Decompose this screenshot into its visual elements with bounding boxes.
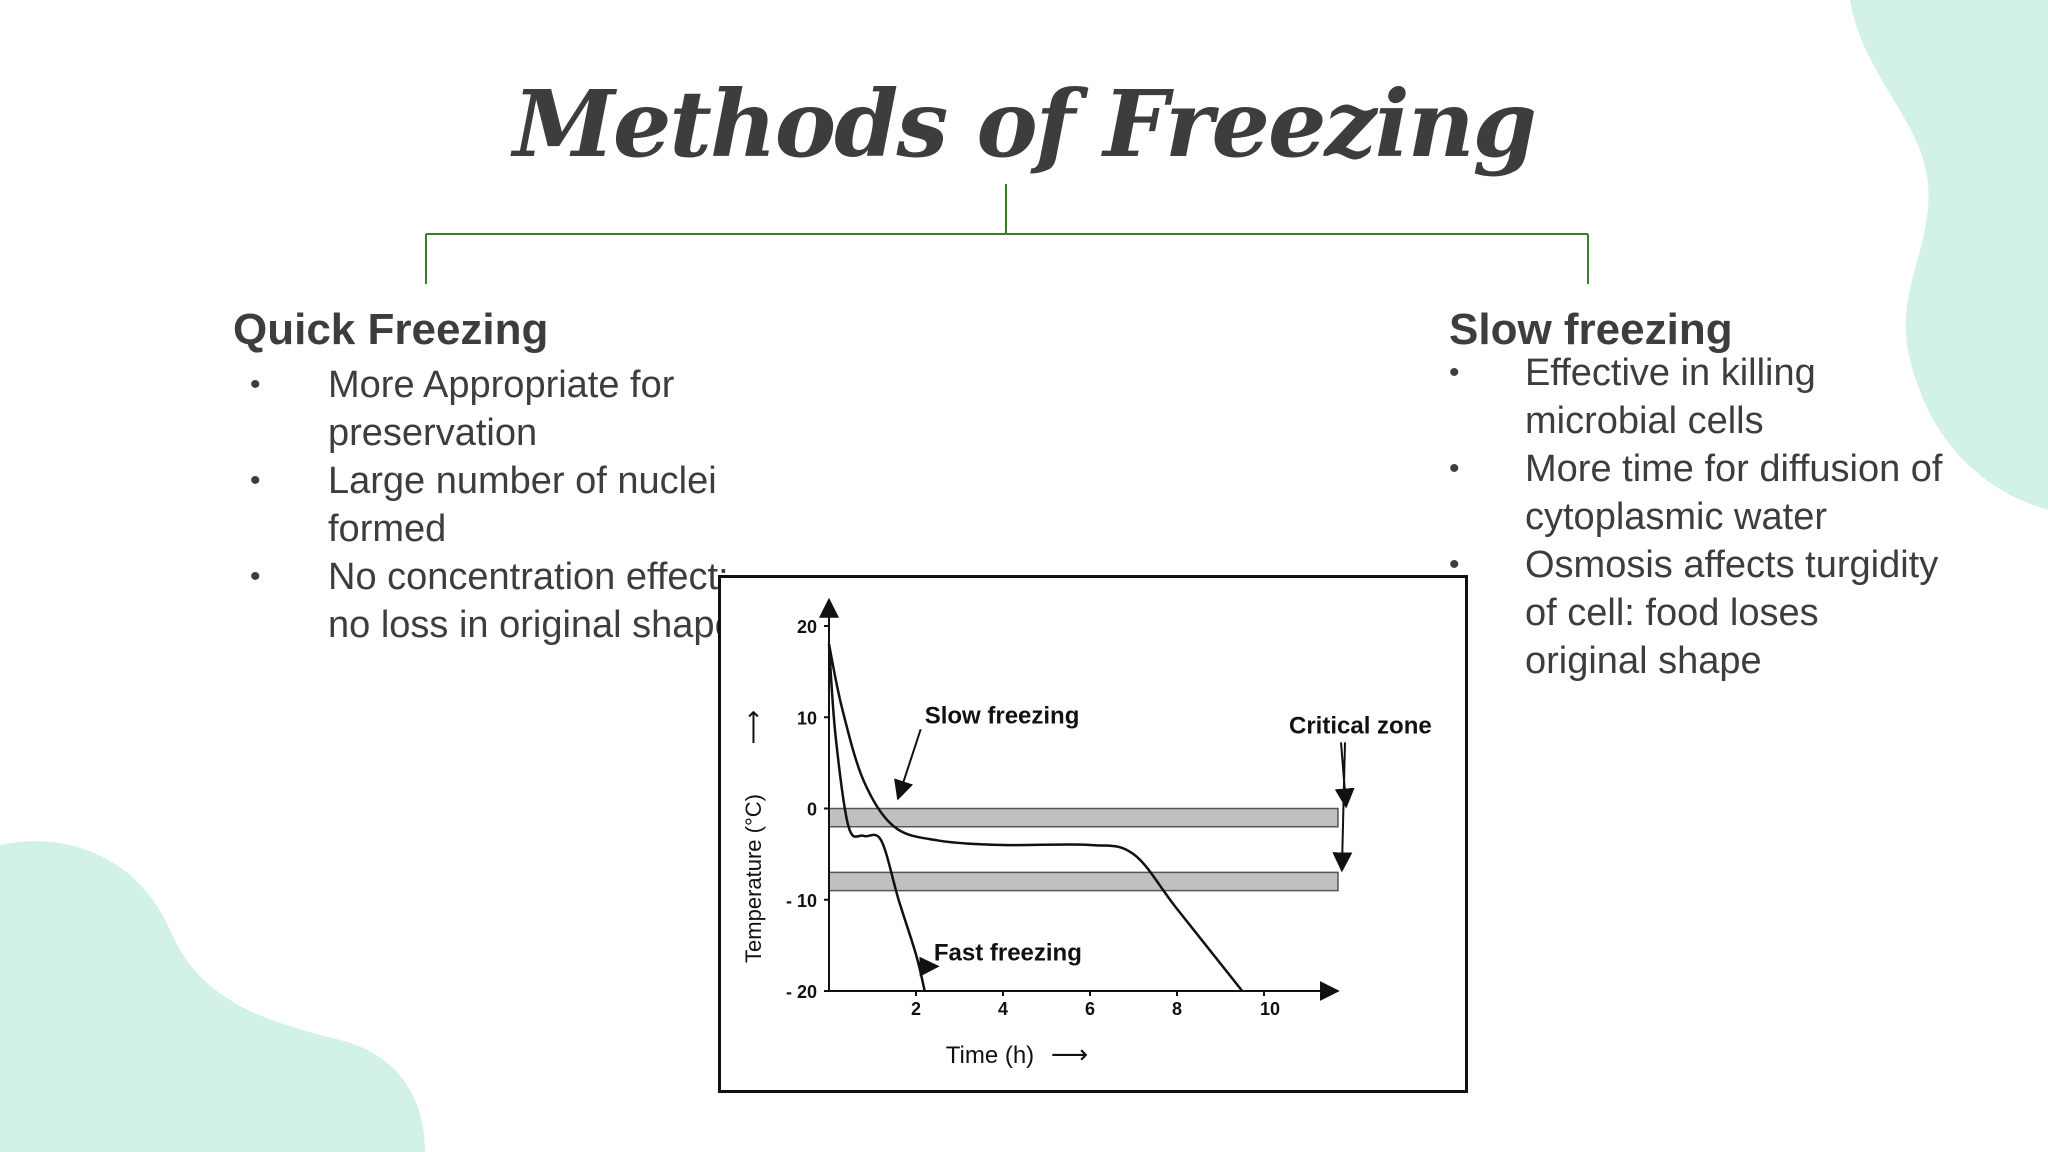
y-axis-arrow-glyph: ⟶ xyxy=(739,710,767,744)
critical-zone-band-2 xyxy=(828,871,1339,892)
bullet-dot: • xyxy=(250,464,261,497)
list-item-text: No concentration effect: no loss in orig… xyxy=(328,556,736,646)
y-tick-label: 0 xyxy=(807,800,817,820)
fast-freezing-curve xyxy=(827,644,926,992)
x-axis-arrow-glyph: ⟶ xyxy=(1051,1040,1088,1070)
y-tick-label: - 10 xyxy=(786,891,817,911)
slow-freezing-arrow xyxy=(894,728,922,801)
bullet-dot: • xyxy=(1449,452,1460,485)
x-axis-label: Time (h) xyxy=(946,1042,1034,1069)
title-connector-lines xyxy=(425,184,1589,284)
list-item-text: Effective in killing microbial cells xyxy=(1525,352,1816,442)
list-item: • Osmosis affects turgidity of cell: food… xyxy=(1449,541,1945,685)
list-item-text: More Appropriate for preservation xyxy=(328,364,675,454)
list-item-text: Large number of nuclei formed xyxy=(328,460,717,550)
bullet-dot: • xyxy=(1449,356,1460,389)
quick-freezing-column: Quick Freezing • More Appropriate for pre… xyxy=(233,305,758,649)
bullet-dot: • xyxy=(250,368,261,401)
blob-top-right-shape xyxy=(1850,0,2048,510)
slow-freezing-heading: Slow freezing xyxy=(1449,305,1733,354)
list-item: • More Appropriate for preservation xyxy=(250,361,758,457)
slow-freezing-curve xyxy=(827,643,1244,992)
y-tick-label: - 20 xyxy=(786,982,817,1002)
slide-title: Methods of Freezing xyxy=(513,70,1537,178)
freezing-curve-chart: 20 10 0 - 10 - 20 2 4 6 8 10 Slow freezing Fast fre… xyxy=(718,575,1468,1093)
slow-freezing-column: Slow freezing • Effective in killing micr… xyxy=(1449,305,1945,685)
bullet-dot: • xyxy=(1449,548,1460,581)
quick-freezing-list: • More Appropriate for preservation • Larg… xyxy=(250,361,758,649)
x-tick-label: 2 xyxy=(911,999,921,1019)
fast-freezing-annotation: Fast freezing xyxy=(934,940,1082,967)
slow-freezing-list: • Effective in killing microbial cells • M… xyxy=(1449,349,1945,685)
quick-freezing-heading: Quick Freezing xyxy=(233,305,549,354)
critical-zone-band-1 xyxy=(828,807,1339,828)
bullet-dot: • xyxy=(250,560,261,593)
list-item-text: Osmosis affects turgidity of cell: food … xyxy=(1525,544,1939,682)
slow-freezing-annotation: Slow freezing xyxy=(925,702,1080,729)
list-item-text: More time for diffusion of cytoplasmic w… xyxy=(1525,448,1943,538)
y-tick-label: 10 xyxy=(797,708,817,728)
x-tick-label: 10 xyxy=(1260,999,1280,1019)
list-item: • More time for diffusion of cytoplasmic … xyxy=(1449,445,1945,541)
y-axis-label: Temperature (°C) xyxy=(741,794,766,963)
x-tick-label: 4 xyxy=(998,999,1008,1019)
x-tick-label: 6 xyxy=(1085,999,1095,1019)
y-tick-label: 20 xyxy=(797,617,817,637)
freezing-curve-svg: 20 10 0 - 10 - 20 2 4 6 8 10 Slow freezing Fast fre… xyxy=(739,597,1432,1070)
x-tick-label: 8 xyxy=(1172,999,1182,1019)
list-item: • No concentration effect: no loss in ori… xyxy=(250,553,758,649)
blob-bottom-left-shape xyxy=(0,841,425,1152)
list-item: • Effective in killing microbial cells xyxy=(1449,349,1945,445)
critical-zone-arrow-lower xyxy=(1332,742,1353,873)
critical-zone-annotation: Critical zone xyxy=(1289,712,1432,739)
list-item: • Large number of nuclei formed xyxy=(250,457,758,553)
